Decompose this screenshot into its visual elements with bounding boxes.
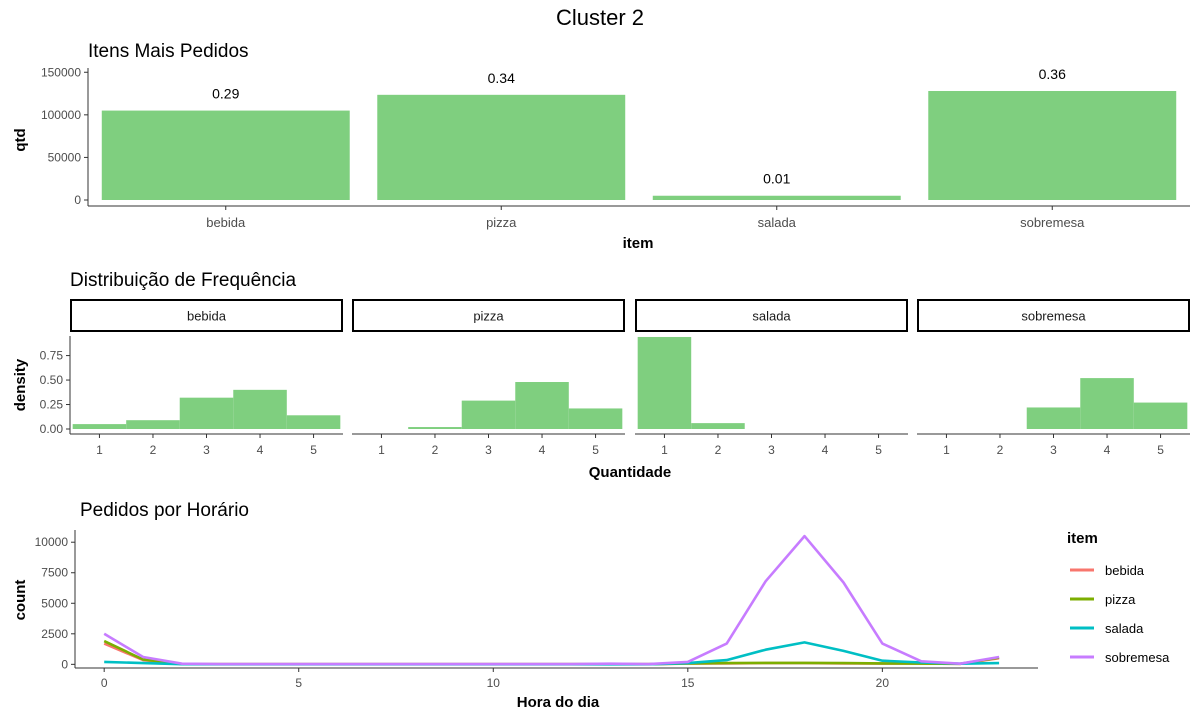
y-tick-label: 0.25	[40, 398, 64, 412]
bar-chart-plot: 0 50000 100000 150000 0.29 bebida 0.34 pizza 0.0…	[41, 65, 1190, 230]
bar-pizza	[377, 94, 626, 200]
y-tick-label: 10000	[35, 535, 69, 549]
y-tick-label: 7500	[41, 566, 68, 580]
x-tick-label: sobremesa	[1020, 215, 1085, 230]
x-tick-label: 4	[1104, 443, 1111, 457]
data-label-bebida: 0.29	[212, 86, 239, 102]
hist-bar-bebida-1	[72, 424, 127, 429]
series-line-sobremesa	[103, 534, 1000, 666]
bar-chart-xlabel: item	[623, 235, 654, 252]
facet-strip-bebida	[70, 299, 343, 332]
hist-bar-pizza-4	[515, 382, 569, 429]
x-tick-label: 1	[378, 443, 385, 457]
line-chart-xlabel: Hora do dia	[517, 694, 600, 711]
legend-title: item	[1067, 530, 1098, 547]
hist-bar-sobremesa-4	[1080, 378, 1134, 429]
bar-chart-ylabel: qtd	[12, 128, 29, 151]
histogram-title: Distribuição de Frequência	[70, 270, 296, 291]
x-tick-label: 1	[661, 443, 668, 457]
x-tick-label: 2	[150, 443, 157, 457]
bar-salada	[652, 195, 901, 200]
facet-label-pizza: pizza	[473, 309, 504, 324]
x-tick-label: salada	[758, 215, 797, 230]
hist-bar-salada-2	[691, 423, 745, 429]
bar-bebida	[101, 110, 350, 200]
legend-label-pizza: pizza	[1105, 592, 1136, 607]
x-tick-label: 2	[432, 443, 439, 457]
histogram-plot: 0.00 0.25 0.50 0.75 bebida 1 2 3 4 5 pizza 1 2 3 4 5 sal…	[40, 299, 1190, 457]
hist-bar-bebida-4	[233, 389, 287, 429]
legend-label-salada: salada	[1105, 621, 1144, 636]
hist-bar-pizza-3	[461, 400, 516, 429]
x-tick-label: 10	[487, 676, 501, 690]
histogram-xlabel: Quantidade	[589, 464, 672, 481]
x-tick-label: 4	[539, 443, 546, 457]
x-tick-label: 1	[96, 443, 103, 457]
x-tick-label: 5	[310, 443, 317, 457]
facet-strip-pizza	[352, 299, 625, 332]
y-tick-label: 150000	[41, 65, 81, 79]
y-tick-label: 0	[74, 193, 81, 207]
x-tick-label: 20	[876, 676, 890, 690]
hist-bar-sobremesa-3	[1026, 407, 1081, 429]
line-chart-title: Pedidos por Horário	[80, 500, 249, 521]
hist-bar-bebida-2	[126, 420, 180, 429]
facet-strip-sobremesa	[917, 299, 1190, 332]
data-label-pizza: 0.34	[488, 70, 515, 86]
data-label-salada: 0.01	[763, 171, 790, 187]
facet-label-salada: salada	[752, 309, 791, 324]
x-tick-label: 3	[768, 443, 775, 457]
legend: bebida pizza salada sobremesa	[1070, 563, 1170, 665]
facet-strip-salada	[635, 299, 908, 332]
x-tick-label: 2	[715, 443, 722, 457]
series-line-salada	[104, 641, 1000, 666]
x-tick-label: 5	[875, 443, 882, 457]
line-chart-plot: 0 2500 5000 7500 10000 0 5 10 15 20	[35, 530, 1038, 690]
hist-bar-salada-1	[637, 336, 692, 429]
hist-bar-pizza-2	[408, 427, 462, 429]
facet-label-bebida: bebida	[187, 309, 227, 324]
y-tick-label: 0.50	[40, 373, 64, 387]
figure-title: Cluster 2	[556, 5, 644, 30]
x-tick-label: 0	[101, 676, 108, 690]
facet-label-sobremesa: sobremesa	[1021, 309, 1086, 324]
x-tick-label: 3	[485, 443, 492, 457]
y-tick-label: 0.00	[40, 422, 64, 436]
y-tick-label: 5000	[41, 596, 68, 610]
legend-label-bebida: bebida	[1105, 563, 1145, 578]
y-tick-label: 0	[61, 657, 68, 671]
series-line-bebida	[103, 642, 1000, 666]
y-tick-label: 50000	[48, 150, 82, 164]
bar-sobremesa	[928, 90, 1177, 200]
x-tick-label: bebida	[206, 215, 246, 230]
y-tick-label: 100000	[41, 108, 81, 122]
histogram-ylabel: density	[12, 358, 29, 411]
x-tick-label: 15	[681, 676, 695, 690]
x-tick-label: pizza	[486, 215, 517, 230]
hist-bar-bebida-3	[179, 397, 234, 429]
line-chart-ylabel: count	[12, 580, 29, 621]
hist-bar-bebida-5	[286, 415, 341, 429]
y-tick-label: 2500	[41, 627, 68, 641]
x-tick-label: 5	[592, 443, 599, 457]
x-tick-label: 5	[295, 676, 302, 690]
x-tick-label: 1	[943, 443, 950, 457]
data-label-sobremesa: 0.36	[1039, 66, 1066, 82]
y-tick-label: 0.75	[40, 349, 64, 363]
x-tick-label: 4	[257, 443, 264, 457]
x-tick-label: 3	[203, 443, 210, 457]
series-line-pizza	[103, 639, 1000, 666]
hist-bar-sobremesa-5	[1133, 402, 1188, 429]
legend-label-sobremesa: sobremesa	[1105, 650, 1170, 665]
x-tick-label: 5	[1157, 443, 1164, 457]
bar-chart-title: Itens Mais Pedidos	[88, 41, 249, 62]
x-tick-label: 3	[1050, 443, 1057, 457]
x-tick-label: 2	[997, 443, 1004, 457]
x-tick-label: 4	[822, 443, 829, 457]
hist-bar-pizza-5	[568, 408, 623, 429]
